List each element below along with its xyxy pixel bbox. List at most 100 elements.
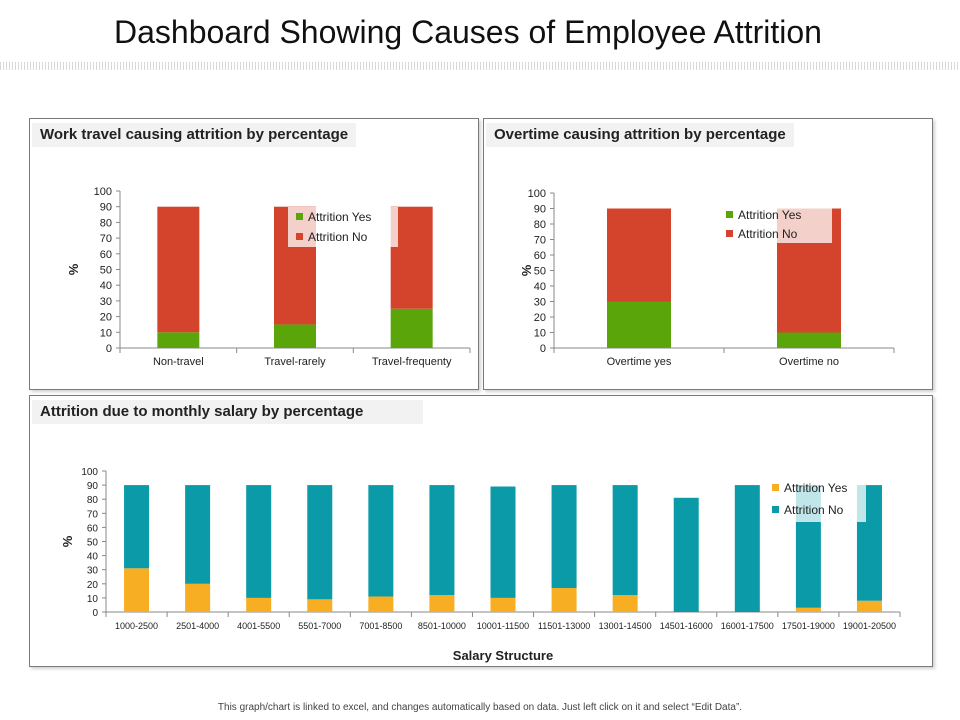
salary-y-tick-label: 50 bbox=[87, 538, 99, 549]
salary-chart-panel: Attrition due to monthly salary by perce… bbox=[29, 395, 933, 667]
overtime-y-tick-label: 100 bbox=[528, 188, 546, 200]
travel-bar-yes bbox=[157, 332, 200, 348]
travel-y-tick-label: 100 bbox=[94, 186, 112, 198]
salary-category-label: 4001-5500 bbox=[237, 621, 280, 631]
travel-y-tick-label: 40 bbox=[100, 280, 112, 292]
salary-bar-no bbox=[368, 485, 394, 597]
overtime-bar-yes bbox=[777, 332, 841, 348]
overtime-y-tick-label: 70 bbox=[534, 235, 546, 247]
salary-bar-yes bbox=[124, 568, 150, 612]
travel-y-tick-label: 50 bbox=[100, 265, 112, 277]
overtime-y-tick-label: 10 bbox=[534, 328, 546, 340]
salary-category-label: 2501-4000 bbox=[176, 621, 219, 631]
salary-bar-yes bbox=[368, 596, 394, 612]
travel-category-label: Travel-rarely bbox=[264, 356, 326, 368]
travel-chart: 0 10 20 30 40 50 60 70 80 90 100% Non-travel Travel-… bbox=[66, 186, 471, 368]
overtime-y-tick-label: 50 bbox=[534, 266, 546, 278]
salary-category-label: 17501-19000 bbox=[782, 621, 835, 631]
overtime-y-axis-title: % bbox=[519, 264, 534, 276]
overtime-chart: 0 10 20 30 40 50 60 70 80 90 100% Overtime yes Overt… bbox=[519, 188, 895, 368]
overtime-category-label: Overtime no bbox=[779, 356, 839, 368]
overtime-bar-no bbox=[607, 208, 671, 302]
overtime-legend-label: Attrition No bbox=[738, 227, 798, 241]
salary-category-label: 13001-14500 bbox=[599, 621, 652, 631]
salary-legend-swatch bbox=[772, 506, 779, 513]
footer-note: This graph/chart is linked to excel, and… bbox=[217, 702, 743, 713]
salary-bar-yes bbox=[551, 588, 577, 612]
salary-y-tick-label: 100 bbox=[81, 467, 98, 478]
travel-legend-swatch bbox=[296, 213, 303, 220]
overtime-legend-label: Attrition Yes bbox=[738, 208, 801, 222]
travel-legend-swatch bbox=[296, 233, 303, 240]
overtime-y-tick-label: 80 bbox=[534, 219, 546, 231]
salary-bar-no bbox=[612, 485, 638, 596]
overtime-y-tick-label: 0 bbox=[540, 343, 546, 355]
salary-y-tick-label: 70 bbox=[87, 509, 99, 520]
page-title: Dashboard Showing Causes of Employee Att… bbox=[114, 14, 822, 50]
salary-legend-label: Attrition No bbox=[784, 503, 844, 517]
salary-category-label: 1000-2500 bbox=[115, 621, 158, 631]
salary-y-tick-label: 30 bbox=[87, 566, 99, 577]
travel-y-tick-label: 80 bbox=[100, 217, 112, 229]
dotted-divider bbox=[0, 62, 960, 70]
overtime-legend-swatch bbox=[726, 230, 733, 237]
travel-y-tick-label: 90 bbox=[100, 202, 112, 214]
salary-chart-title: Attrition due to monthly salary by perce… bbox=[32, 400, 423, 424]
overtime-legend-swatch bbox=[726, 211, 733, 218]
travel-category-label: Travel-frequenty bbox=[372, 356, 452, 368]
salary-chart: 0 10 20 30 40 50 60 70 80 90 100% 1000-2500 2501-400… bbox=[60, 467, 901, 663]
salary-bar-yes bbox=[246, 597, 272, 612]
salary-legend-label: Attrition Yes bbox=[784, 481, 847, 495]
salary-bar-no bbox=[185, 485, 211, 584]
salary-bar-no bbox=[490, 486, 516, 598]
salary-bar-yes bbox=[612, 595, 638, 612]
salary-bar-yes bbox=[490, 597, 516, 612]
travel-y-tick-label: 10 bbox=[100, 327, 112, 339]
travel-chart-title: Work travel causing attrition by percent… bbox=[32, 123, 357, 147]
travel-y-tick-label: 20 bbox=[100, 312, 112, 324]
overtime-y-tick-label: 90 bbox=[534, 204, 546, 216]
salary-legend-swatch bbox=[772, 484, 779, 491]
overtime-y-tick-label: 30 bbox=[534, 297, 546, 309]
salary-category-label: 11501-13000 bbox=[538, 621, 590, 631]
salary-category-label: 5501-7000 bbox=[298, 621, 341, 631]
overtime-y-tick-label: 20 bbox=[534, 312, 546, 324]
overtime-chart-title: Overtime causing attrition by percentage bbox=[486, 123, 794, 147]
salary-x-axis-title: Salary Structure bbox=[453, 648, 553, 663]
overtime-y-tick-label: 40 bbox=[534, 281, 546, 293]
salary-y-tick-label: 60 bbox=[87, 523, 99, 534]
salary-y-tick-label: 20 bbox=[87, 580, 99, 591]
salary-bar-no bbox=[551, 485, 577, 589]
overtime-legend-box bbox=[718, 205, 832, 243]
salary-bar-no bbox=[429, 485, 455, 596]
travel-y-tick-label: 60 bbox=[100, 249, 112, 261]
salary-bar-yes bbox=[185, 583, 211, 612]
travel-category-label: Non-travel bbox=[153, 356, 204, 368]
travel-legend-box bbox=[288, 207, 398, 247]
salary-category-label: 8501-10000 bbox=[418, 621, 466, 631]
salary-bar-no bbox=[734, 485, 760, 612]
salary-bar-yes bbox=[307, 599, 333, 612]
overtime-y-tick-label: 60 bbox=[534, 250, 546, 262]
travel-bar-yes bbox=[274, 324, 316, 348]
travel-y-tick-label: 0 bbox=[106, 343, 112, 355]
salary-bar-no bbox=[673, 497, 699, 612]
travel-y-tick-label: 70 bbox=[100, 233, 112, 245]
overtime-category-label: Overtime yes bbox=[607, 356, 672, 368]
salary-category-label: 14501-16000 bbox=[660, 621, 713, 631]
salary-y-tick-label: 40 bbox=[87, 552, 99, 563]
salary-bar-yes bbox=[429, 595, 455, 612]
salary-category-label: 10001-11500 bbox=[477, 621, 529, 631]
salary-y-tick-label: 0 bbox=[92, 608, 98, 619]
salary-bar-yes bbox=[856, 600, 882, 612]
travel-chart-panel: Work travel causing attrition by percent… bbox=[29, 118, 479, 390]
travel-legend-label: Attrition No bbox=[308, 230, 368, 244]
salary-y-axis-title: % bbox=[60, 535, 75, 547]
travel-legend-label: Attrition Yes bbox=[308, 210, 371, 224]
salary-bar-no bbox=[124, 485, 150, 569]
travel-bar-yes bbox=[390, 308, 433, 348]
salary-y-tick-label: 10 bbox=[87, 594, 99, 605]
salary-category-label: 19001-20500 bbox=[843, 621, 896, 631]
salary-y-tick-label: 80 bbox=[87, 495, 99, 506]
salary-category-label: 16001-17500 bbox=[721, 621, 774, 631]
